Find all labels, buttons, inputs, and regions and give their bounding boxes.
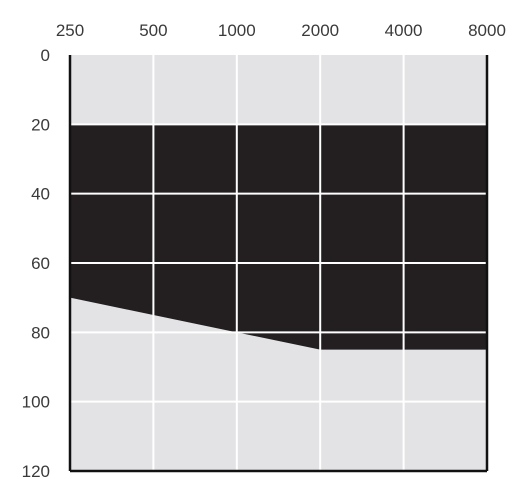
x-tick-label: 2000 — [301, 21, 339, 40]
x-tick-label: 8000 — [468, 21, 506, 40]
x-tick-label: 4000 — [385, 21, 423, 40]
y-tick-label: 60 — [31, 254, 50, 273]
x-tick-label: 500 — [139, 21, 167, 40]
y-tick-label: 100 — [22, 393, 50, 412]
y-tick-label: 20 — [31, 115, 50, 134]
y-tick-label: 0 — [41, 46, 50, 65]
x-tick-label: 1000 — [218, 21, 256, 40]
x-tick-label: 250 — [56, 21, 84, 40]
x-tick-labels: 250 500 1000 2000 4000 8000 — [56, 21, 506, 40]
y-tick-label: 120 — [22, 462, 50, 479]
y-tick-labels: 0 20 40 60 80 100 120 — [22, 46, 50, 479]
y-tick-label: 40 — [31, 185, 50, 204]
y-tick-label: 80 — [31, 323, 50, 342]
